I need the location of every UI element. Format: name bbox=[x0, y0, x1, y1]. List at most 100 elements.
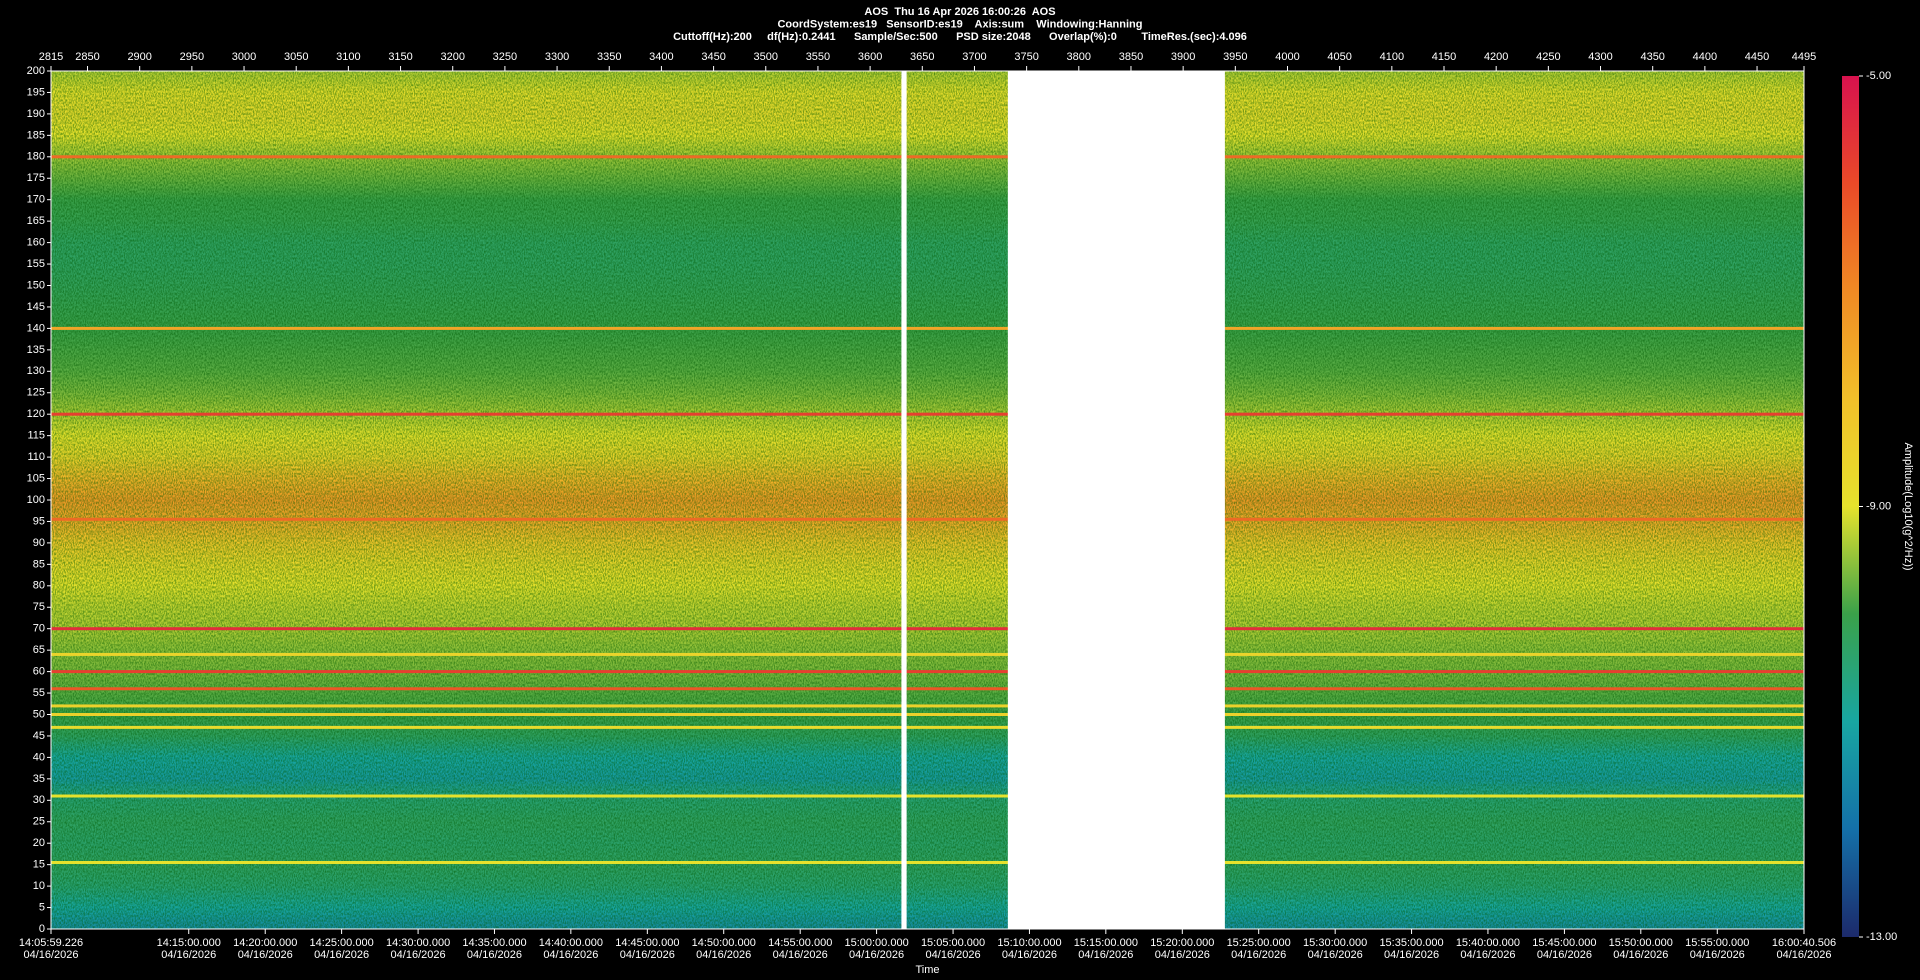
time-tick-date: 04/16/2026 bbox=[1537, 949, 1592, 961]
time-tick-label: 15:55:00.000 bbox=[1685, 937, 1749, 949]
time-tick-label: 15:50:00.000 bbox=[1609, 937, 1673, 949]
x-tick-label: 3350 bbox=[597, 51, 621, 63]
y-tick-label: 145 bbox=[27, 301, 45, 313]
title-line: Cuttoff(Hz):200 df(Hz):0.2441 Sample/Sec… bbox=[673, 31, 1247, 43]
data-gap bbox=[1007, 71, 1225, 929]
x-tick-label: 3150 bbox=[388, 51, 412, 63]
y-tick-label: 30 bbox=[33, 794, 45, 806]
spectral-line bbox=[51, 725, 1804, 729]
colorbar-tick-label: -13.00 bbox=[1866, 931, 1897, 943]
x-tick-label: 3050 bbox=[284, 51, 308, 63]
time-tick-label: 15:45:00.000 bbox=[1532, 937, 1596, 949]
y-tick-label: 195 bbox=[27, 86, 45, 98]
time-tick-label: 14:45:00.000 bbox=[615, 937, 679, 949]
x-tick-label: 4495 bbox=[1792, 51, 1816, 63]
spectral-line bbox=[51, 794, 1804, 798]
x-tick-label: 3250 bbox=[493, 51, 517, 63]
time-tick-label: 15:05:00.000 bbox=[921, 937, 985, 949]
x-tick-label: 2950 bbox=[180, 51, 204, 63]
spectral-line bbox=[51, 627, 1804, 631]
x-tick-label: 4400 bbox=[1693, 51, 1717, 63]
spectral-line bbox=[51, 861, 1804, 865]
x-tick-label: 2900 bbox=[127, 51, 151, 63]
time-tick-label: 14:25:00.000 bbox=[309, 937, 373, 949]
time-tick-date: 04/16/2026 bbox=[1308, 949, 1363, 961]
time-tick-label: 15:35:00.000 bbox=[1379, 937, 1443, 949]
title-line: CoordSystem:es19 SensorID:es19 Axis:sum … bbox=[777, 18, 1142, 30]
y-tick-label: 25 bbox=[33, 816, 45, 828]
time-tick-label: 14:55:00.000 bbox=[768, 937, 832, 949]
time-tick-date: 04/16/2026 bbox=[23, 949, 78, 961]
spectral-line bbox=[51, 155, 1804, 159]
x-tick-label: 3950 bbox=[1223, 51, 1247, 63]
x-tick-label: 4350 bbox=[1640, 51, 1664, 63]
spectral-line bbox=[51, 326, 1804, 330]
y-tick-label: 120 bbox=[27, 408, 45, 420]
spectral-line bbox=[51, 670, 1804, 674]
colorbar bbox=[1842, 76, 1859, 937]
time-tick-label: 15:00:00.000 bbox=[844, 937, 908, 949]
time-tick-date: 04/16/2026 bbox=[161, 949, 216, 961]
y-tick-label: 175 bbox=[27, 172, 45, 184]
y-tick-label: 15 bbox=[33, 859, 45, 871]
x-tick-label: 3450 bbox=[701, 51, 725, 63]
x-tick-label: 4250 bbox=[1536, 51, 1560, 63]
y-tick-label: 100 bbox=[27, 494, 45, 506]
x-tick-label: 3100 bbox=[336, 51, 360, 63]
x-tick-label: 3900 bbox=[1171, 51, 1195, 63]
time-tick-date: 04/16/2026 bbox=[1776, 949, 1831, 961]
time-tick-label: 14:05:59.226 bbox=[19, 937, 83, 949]
y-tick-label: 75 bbox=[33, 601, 45, 613]
time-tick-label: 14:30:00.000 bbox=[386, 937, 450, 949]
y-tick-label: 70 bbox=[33, 623, 45, 635]
time-tick-date: 04/16/2026 bbox=[1002, 949, 1057, 961]
y-tick-label: 170 bbox=[27, 194, 45, 206]
time-tick-date: 04/16/2026 bbox=[1384, 949, 1439, 961]
y-tick-label: 155 bbox=[27, 258, 45, 270]
time-tick-date: 04/16/2026 bbox=[238, 949, 293, 961]
y-tick-label: 20 bbox=[33, 837, 45, 849]
y-tick-label: 60 bbox=[33, 666, 45, 678]
time-tick-date: 04/16/2026 bbox=[391, 949, 446, 961]
time-tick-label: 14:35:00.000 bbox=[462, 937, 526, 949]
y-tick-label: 55 bbox=[33, 687, 45, 699]
y-tick-label: 200 bbox=[27, 65, 45, 77]
y-tick-label: 110 bbox=[27, 451, 45, 463]
y-tick-label: 130 bbox=[27, 365, 45, 377]
colorbar-tick-label: -5.00 bbox=[1866, 70, 1891, 82]
time-tick-date: 04/16/2026 bbox=[1613, 949, 1668, 961]
x-tick-label: 3850 bbox=[1119, 51, 1143, 63]
y-tick-label: 165 bbox=[27, 215, 45, 227]
spectral-line bbox=[51, 704, 1804, 708]
spectral-line bbox=[51, 412, 1804, 416]
y-tick-label: 0 bbox=[39, 923, 45, 935]
time-tick-date: 04/16/2026 bbox=[467, 949, 522, 961]
x-tick-label: 3800 bbox=[1067, 51, 1091, 63]
x-tick-label: 4000 bbox=[1275, 51, 1299, 63]
time-tick-date: 04/16/2026 bbox=[620, 949, 675, 961]
time-tick-date: 04/16/2026 bbox=[1078, 949, 1133, 961]
colorbar-tick-label: -9.00 bbox=[1866, 500, 1891, 512]
y-tick-label: 5 bbox=[39, 901, 45, 913]
x-tick-label: 3400 bbox=[649, 51, 673, 63]
time-tick-label: 14:20:00.000 bbox=[233, 937, 297, 949]
time-tick-label: 14:50:00.000 bbox=[692, 937, 756, 949]
y-tick-label: 105 bbox=[27, 472, 45, 484]
y-tick-label: 65 bbox=[33, 644, 45, 656]
y-tick-label: 160 bbox=[27, 237, 45, 249]
time-tick-label: 15:20:00.000 bbox=[1150, 937, 1214, 949]
x-tick-label: 4150 bbox=[1432, 51, 1456, 63]
x-axis-label: Time bbox=[915, 964, 939, 976]
data-gap bbox=[901, 71, 907, 929]
time-tick-date: 04/16/2026 bbox=[1231, 949, 1286, 961]
y-tick-label: 85 bbox=[33, 558, 45, 570]
time-tick-label: 16:00:40.506 bbox=[1772, 937, 1836, 949]
time-tick-date: 04/16/2026 bbox=[1690, 949, 1745, 961]
time-tick-label: 15:25:00.000 bbox=[1227, 937, 1291, 949]
time-tick-label: 15:30:00.000 bbox=[1303, 937, 1367, 949]
x-tick-label: 3700 bbox=[962, 51, 986, 63]
x-tick-label: 4200 bbox=[1484, 51, 1508, 63]
x-tick-label: 3500 bbox=[754, 51, 778, 63]
time-tick-date: 04/16/2026 bbox=[1460, 949, 1515, 961]
